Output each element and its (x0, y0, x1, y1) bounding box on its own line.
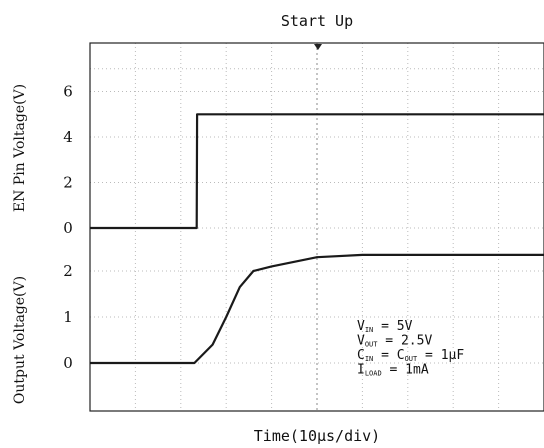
y-tick-label: 0 (63, 354, 73, 372)
output-trace (90, 253, 544, 365)
y-tick-label: 1 (63, 308, 73, 326)
chart-title: Start Up (281, 12, 353, 30)
condition-line: ILOAD = 1mA (357, 363, 429, 378)
y-label-output: Output Voltage(V) (12, 276, 28, 404)
y-tick-label: 0 (63, 219, 73, 237)
tick-labels: 0 2 4 6 0 1 2 (63, 83, 73, 373)
y-tick-label: 6 (63, 83, 73, 101)
condition-line: VOUT = 2.5V (357, 334, 432, 349)
en-pin-trace (90, 113, 544, 230)
y-tick-label: 2 (63, 174, 73, 192)
traces (90, 113, 544, 365)
condition-line: CIN = COUT = 1μF (357, 348, 464, 363)
y-tick-label: 2 (63, 262, 73, 280)
y-label-en-pin: EN Pin Voltage(V) (12, 84, 28, 212)
x-axis-label: Time(10μs/div) (254, 427, 380, 445)
condition-line: VIN = 5V (357, 319, 413, 334)
y-tick-label: 4 (63, 128, 73, 146)
trigger-marker (314, 44, 322, 50)
